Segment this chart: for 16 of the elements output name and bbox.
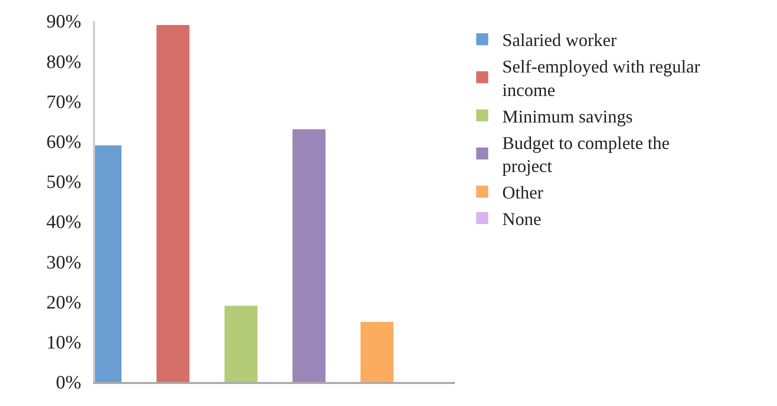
y-tick-label: 60% xyxy=(46,132,82,153)
y-tick-label: 80% xyxy=(46,52,82,73)
y-tick-label: 10% xyxy=(46,332,82,354)
y-tick-label: 90% xyxy=(46,12,82,33)
y-tick-label: 20% xyxy=(46,292,82,314)
legend-label: Budget to complete the project xyxy=(502,132,670,176)
y-tick-label: 50% xyxy=(46,172,82,194)
y-tick-label: 0% xyxy=(56,372,82,394)
y-tick-label: 70% xyxy=(46,92,82,113)
legend-label: Salaried worker xyxy=(502,30,617,50)
legend-label: Minimum savings xyxy=(502,106,633,126)
legend-label: Other xyxy=(502,182,544,203)
y-tick-label: 40% xyxy=(46,212,82,234)
y-tick-label: 30% xyxy=(46,252,82,274)
legend-label: None xyxy=(502,209,542,230)
legend-label: Self-employed with regular income xyxy=(502,56,700,100)
